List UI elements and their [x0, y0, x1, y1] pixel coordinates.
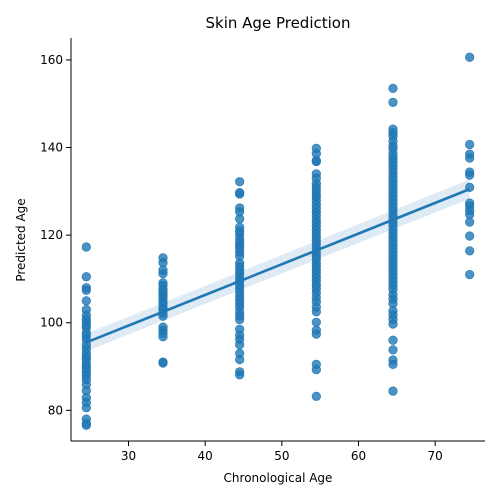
- data-point: [311, 329, 321, 339]
- data-point: [158, 332, 168, 342]
- data-point: [235, 340, 245, 350]
- data-point: [81, 272, 91, 282]
- data-point: [388, 97, 398, 107]
- data-point: [388, 83, 398, 93]
- x-tick-label: 60: [351, 449, 366, 463]
- data-point: [311, 156, 321, 167]
- data-point: [311, 307, 321, 317]
- data-point: [311, 364, 321, 375]
- chart-title: Skin Age Prediction: [206, 14, 351, 32]
- y-tick-label: 120: [40, 228, 63, 242]
- data-point: [388, 359, 398, 369]
- data-point: [158, 358, 168, 368]
- x-tick-label: 70: [428, 449, 443, 463]
- data-point: [388, 319, 398, 329]
- y-tick-label: 140: [40, 141, 63, 155]
- data-point: [81, 242, 91, 252]
- x-tick-label: 50: [274, 449, 289, 463]
- data-points: [81, 52, 475, 430]
- data-point: [465, 231, 475, 241]
- data-point: [311, 317, 321, 327]
- regression-line: [85, 187, 471, 344]
- data-point: [388, 335, 398, 345]
- data-point: [465, 269, 475, 280]
- y-tick-label: 80: [48, 403, 63, 417]
- data-point: [388, 345, 398, 355]
- data-point: [158, 269, 168, 279]
- data-point: [465, 170, 475, 180]
- data-point: [81, 296, 91, 306]
- data-point: [235, 370, 245, 380]
- data-point: [235, 354, 245, 365]
- data-point: [235, 315, 245, 325]
- x-axis-label: Chronological Age: [224, 471, 333, 485]
- data-point: [235, 214, 245, 224]
- x-tick-label: 30: [121, 449, 136, 463]
- data-point: [465, 153, 475, 163]
- data-point: [81, 285, 91, 295]
- data-point: [465, 139, 475, 150]
- data-point: [311, 391, 321, 401]
- y-tick-label: 100: [40, 316, 63, 330]
- data-point: [465, 246, 475, 256]
- x-tick-label: 40: [198, 449, 213, 463]
- y-axis-label: Predicted Age: [14, 198, 28, 281]
- data-point: [235, 189, 245, 199]
- data-point: [388, 386, 398, 396]
- data-point: [235, 177, 245, 187]
- data-point: [81, 403, 91, 413]
- data-point: [81, 420, 91, 430]
- data-point: [465, 217, 475, 227]
- data-point: [465, 52, 475, 62]
- y-tick-label: 160: [40, 53, 63, 67]
